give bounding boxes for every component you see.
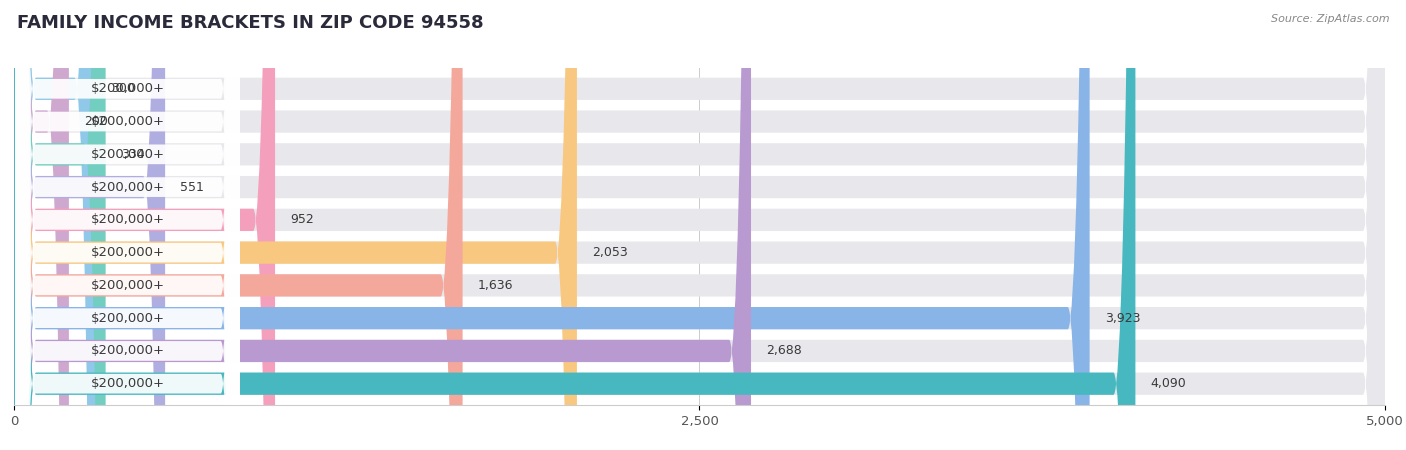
FancyBboxPatch shape: [15, 0, 240, 450]
Text: 952: 952: [290, 213, 314, 226]
FancyBboxPatch shape: [14, 0, 276, 450]
FancyBboxPatch shape: [14, 0, 1385, 450]
FancyBboxPatch shape: [15, 0, 240, 450]
Text: $200,000+: $200,000+: [90, 115, 165, 128]
Text: $200,000+: $200,000+: [90, 148, 165, 161]
FancyBboxPatch shape: [14, 0, 105, 450]
FancyBboxPatch shape: [14, 0, 1385, 450]
Text: 2,688: 2,688: [766, 344, 801, 357]
Text: $200,000+: $200,000+: [90, 213, 165, 226]
Text: 300: 300: [111, 82, 135, 95]
FancyBboxPatch shape: [15, 0, 240, 450]
FancyBboxPatch shape: [15, 0, 240, 450]
FancyBboxPatch shape: [15, 0, 240, 450]
Text: 200: 200: [84, 115, 108, 128]
Text: $200,000+: $200,000+: [90, 344, 165, 357]
FancyBboxPatch shape: [14, 0, 751, 450]
Text: $200,000+: $200,000+: [90, 279, 165, 292]
FancyBboxPatch shape: [14, 0, 69, 450]
Text: 1,636: 1,636: [478, 279, 513, 292]
FancyBboxPatch shape: [14, 0, 1385, 450]
Text: $200,000+: $200,000+: [90, 246, 165, 259]
Text: Source: ZipAtlas.com: Source: ZipAtlas.com: [1271, 14, 1389, 23]
FancyBboxPatch shape: [14, 0, 1385, 450]
FancyBboxPatch shape: [14, 0, 96, 450]
Text: FAMILY INCOME BRACKETS IN ZIP CODE 94558: FAMILY INCOME BRACKETS IN ZIP CODE 94558: [17, 14, 484, 32]
Text: $200,000+: $200,000+: [90, 82, 165, 95]
FancyBboxPatch shape: [14, 0, 1385, 450]
FancyBboxPatch shape: [14, 0, 1385, 450]
FancyBboxPatch shape: [15, 0, 240, 450]
FancyBboxPatch shape: [14, 0, 1385, 450]
FancyBboxPatch shape: [14, 0, 1090, 450]
Text: $200,000+: $200,000+: [90, 180, 165, 194]
FancyBboxPatch shape: [14, 0, 165, 450]
Text: 4,090: 4,090: [1150, 377, 1187, 390]
FancyBboxPatch shape: [14, 0, 463, 450]
FancyBboxPatch shape: [15, 0, 240, 450]
Text: $200,000+: $200,000+: [90, 377, 165, 390]
Text: 2,053: 2,053: [592, 246, 627, 259]
FancyBboxPatch shape: [14, 0, 1385, 450]
Text: 551: 551: [180, 180, 204, 194]
FancyBboxPatch shape: [15, 0, 240, 450]
FancyBboxPatch shape: [15, 0, 240, 450]
FancyBboxPatch shape: [15, 0, 240, 450]
FancyBboxPatch shape: [14, 0, 1385, 450]
Text: 3,923: 3,923: [1105, 312, 1140, 324]
Text: $200,000+: $200,000+: [90, 312, 165, 324]
FancyBboxPatch shape: [14, 0, 1136, 450]
FancyBboxPatch shape: [14, 0, 576, 450]
Text: 334: 334: [121, 148, 145, 161]
FancyBboxPatch shape: [14, 0, 1385, 450]
